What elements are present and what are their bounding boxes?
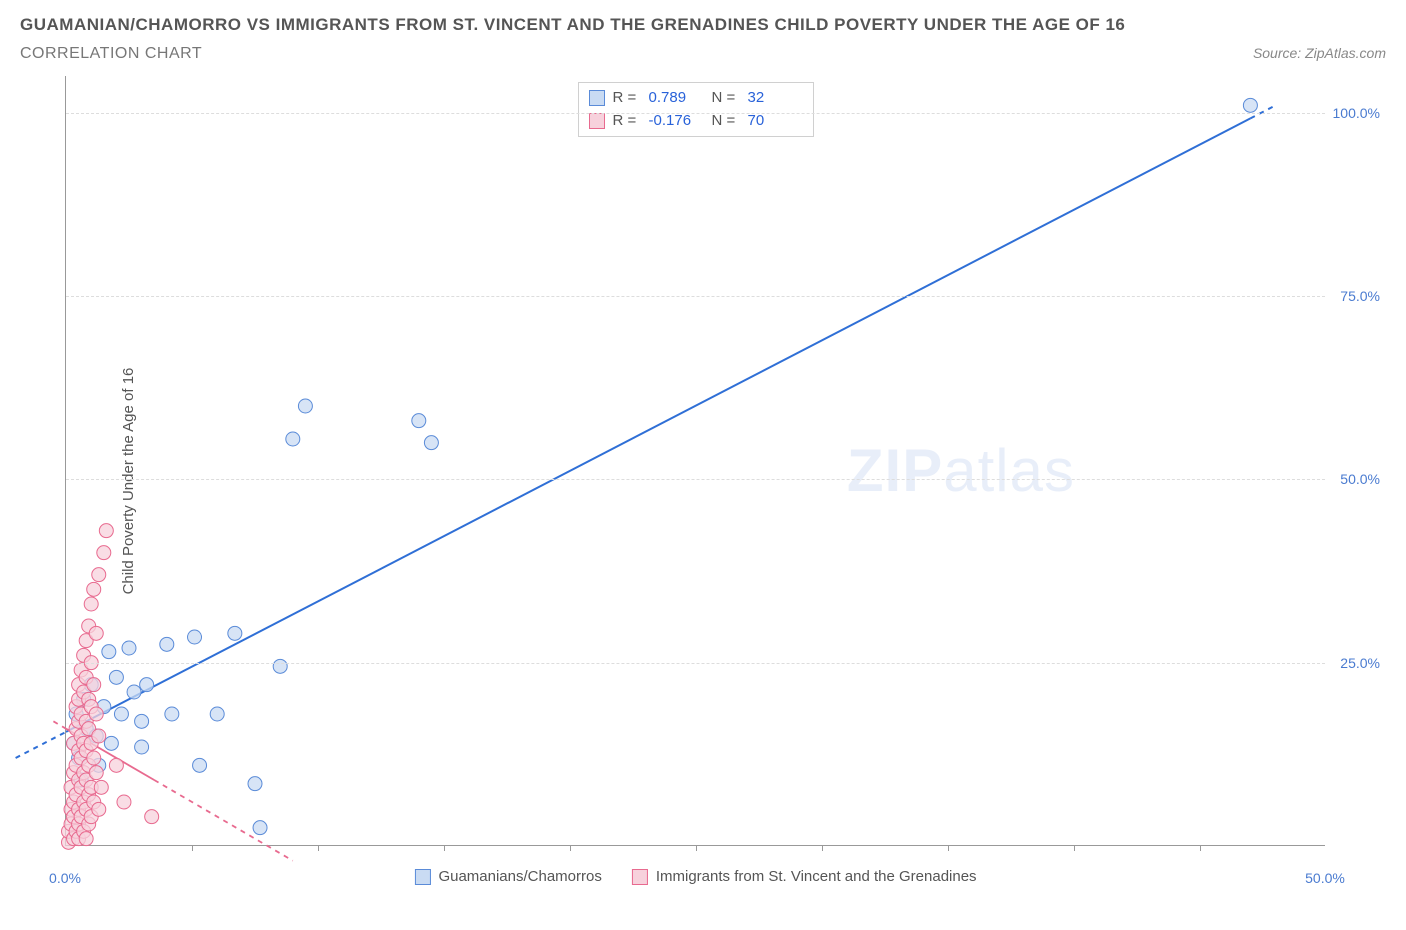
ytick-label: 75.0% [1340, 288, 1380, 304]
data-point [248, 777, 262, 791]
series-swatch [414, 869, 430, 885]
data-point [286, 432, 300, 446]
subtitle-row: CORRELATION CHART Source: ZipAtlas.com [20, 45, 1386, 63]
chart-container: Child Poverty Under the Age of 16 ZIPatl… [20, 71, 1380, 891]
data-point [122, 641, 136, 655]
xtick-label: 0.0% [49, 870, 81, 886]
data-point [412, 414, 426, 428]
ytick-label: 25.0% [1340, 655, 1380, 671]
data-point [273, 659, 287, 673]
scatter-svg [66, 76, 1325, 845]
xtick [948, 845, 949, 851]
data-point [97, 546, 111, 560]
data-point [92, 729, 106, 743]
data-point [1243, 98, 1257, 112]
data-point [228, 626, 242, 640]
data-point [193, 758, 207, 772]
data-point [188, 630, 202, 644]
stats-row: R = 0.789 N = 32 [589, 87, 803, 110]
legend-label: Guamanians/Chamorros [438, 868, 601, 885]
ytick-label: 50.0% [1340, 471, 1380, 487]
ytick-label: 100.0% [1333, 105, 1380, 121]
xtick [1200, 845, 1201, 851]
data-point [99, 524, 113, 538]
data-point [165, 707, 179, 721]
legend-label: Immigrants from St. Vincent and the Gren… [656, 868, 977, 885]
plot-area: ZIPatlas R =0.789N =32R =-0.176N =70 Gua… [65, 76, 1325, 846]
data-point [87, 678, 101, 692]
gridline [66, 479, 1325, 480]
data-point [109, 670, 123, 684]
data-point [87, 582, 101, 596]
r-label: R = [613, 87, 641, 110]
chart-subtitle: CORRELATION CHART [20, 45, 202, 63]
data-point [109, 758, 123, 772]
legend-item: Immigrants from St. Vincent and the Gren… [632, 868, 977, 885]
data-point [117, 795, 131, 809]
series-swatch [632, 869, 648, 885]
r-value: 0.789 [649, 87, 704, 110]
stats-legend-box: R =0.789N =32R =-0.176N =70 [578, 82, 814, 137]
xtick [696, 845, 697, 851]
gridline [66, 113, 1325, 114]
data-point [102, 645, 116, 659]
gridline [66, 296, 1325, 297]
xtick [444, 845, 445, 851]
data-point [89, 707, 103, 721]
data-point [127, 685, 141, 699]
data-point [89, 766, 103, 780]
xtick [570, 845, 571, 851]
data-point [114, 707, 128, 721]
data-point [79, 832, 93, 846]
data-point [92, 568, 106, 582]
data-point [104, 736, 118, 750]
data-point [298, 399, 312, 413]
data-point [210, 707, 224, 721]
xtick [318, 845, 319, 851]
data-point [84, 597, 98, 611]
data-point [140, 678, 154, 692]
series-swatch [589, 90, 605, 106]
n-label: N = [712, 87, 740, 110]
series-legend: Guamanians/Chamorros Immigrants from St. … [414, 868, 976, 885]
source-label: Source: ZipAtlas.com [1253, 45, 1386, 61]
data-point [135, 714, 149, 728]
n-value: 32 [748, 87, 803, 110]
data-point [424, 436, 438, 450]
data-point [160, 637, 174, 651]
chart-title: GUAMANIAN/CHAMORRO VS IMMIGRANTS FROM ST… [20, 15, 1386, 35]
data-point [94, 780, 108, 794]
xtick [1074, 845, 1075, 851]
series-swatch [589, 113, 605, 129]
data-point [135, 740, 149, 754]
legend-item: Guamanians/Chamorros [414, 868, 601, 885]
xtick-label: 50.0% [1305, 870, 1345, 886]
data-point [87, 751, 101, 765]
xtick [192, 845, 193, 851]
data-point [145, 810, 159, 824]
data-point [253, 821, 267, 835]
data-point [92, 802, 106, 816]
gridline [66, 663, 1325, 664]
xtick [822, 845, 823, 851]
data-point [89, 626, 103, 640]
